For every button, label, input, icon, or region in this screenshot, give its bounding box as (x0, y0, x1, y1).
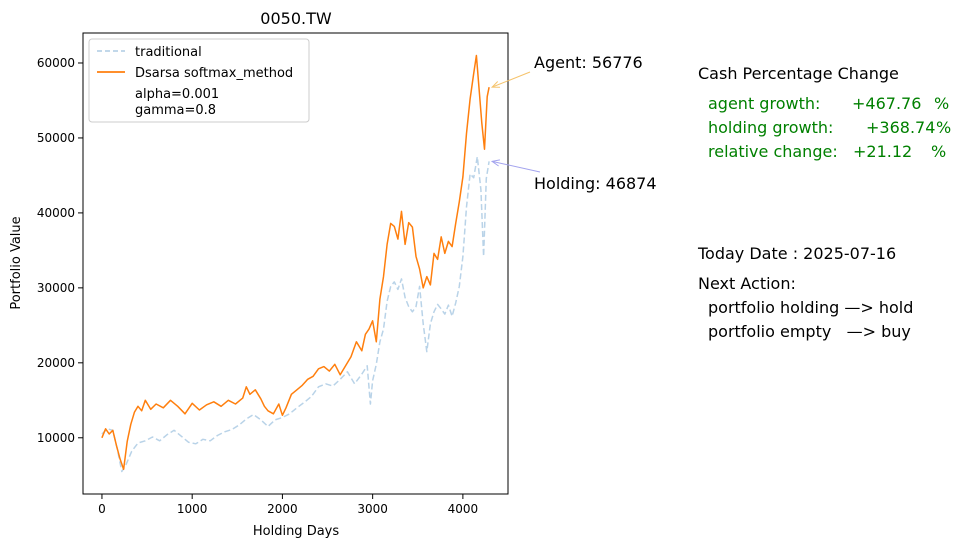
agent-annotation-arrowhead (490, 81, 501, 88)
plot-frame (82, 32, 509, 495)
legend-box (88, 38, 310, 123)
x-tick-label: 2000 (267, 502, 298, 516)
series-line-dsarsa (101, 54, 490, 471)
holding-growth-value: +368.74 (866, 118, 936, 137)
agent-annotation-arrow (491, 71, 531, 88)
annotations: Agent: 56776 Holding: 46874 (490, 53, 657, 193)
y-tick-label: 60000 (37, 56, 75, 70)
next-action-label: Next Action: (698, 274, 796, 293)
holding-growth-percent: % (936, 118, 952, 137)
today-date: Today Date : 2025-07-16 (698, 244, 897, 263)
agent-annotation-label: Agent: 56776 (534, 53, 643, 72)
relative-change-value: +21.12 (853, 142, 913, 161)
legend-label-traditional: traditional (135, 45, 202, 60)
x-tick-label: 0 (98, 502, 106, 516)
y-axis-ticks: 10000 20000 30000 40000 50000 60000 (37, 56, 83, 445)
y-tick-label: 10000 (37, 431, 75, 445)
holding-annotation-arrowhead (490, 159, 500, 167)
next-action-empty: portfolio empty —> buy (708, 322, 911, 341)
y-tick-label: 20000 (37, 356, 75, 370)
agent-growth-percent: % (934, 94, 950, 113)
plot-series (101, 54, 490, 473)
relative-change-percent: % (931, 142, 947, 161)
x-tick-label: 1000 (177, 502, 208, 516)
cash-percentage-heading: Cash Percentage Change (698, 64, 899, 83)
x-axis-label: Holding Days (253, 524, 339, 539)
x-tick-label: 3000 (357, 502, 388, 516)
legend: traditional Dsarsa softmax_method alpha=… (88, 38, 310, 123)
series-line-traditional (101, 155, 490, 473)
y-tick-label: 30000 (37, 281, 75, 295)
next-action-holding: portfolio holding —> hold (708, 298, 914, 317)
y-tick-label: 50000 (37, 131, 75, 145)
legend-gamma: gamma=0.8 (135, 103, 216, 118)
chart-title: 0050.TW (260, 9, 332, 28)
legend-alpha: alpha=0.001 (135, 87, 219, 102)
y-tick-label: 40000 (37, 206, 75, 220)
x-tick-label: 4000 (448, 502, 479, 516)
y-axis-label: Portfolio Value (9, 216, 24, 309)
agent-growth-value: +467.76 (852, 94, 922, 113)
holding-annotation-label: Holding: 46874 (534, 174, 657, 193)
holding-growth-label: holding growth: (708, 118, 834, 137)
legend-label-dsarsa: Dsarsa softmax_method (135, 66, 293, 81)
holding-annotation-arrow (491, 160, 541, 173)
x-axis-ticks: 0 1000 2000 3000 4000 (98, 494, 478, 516)
agent-growth-label: agent growth: (708, 94, 821, 113)
relative-change-label: relative change: (708, 142, 838, 161)
